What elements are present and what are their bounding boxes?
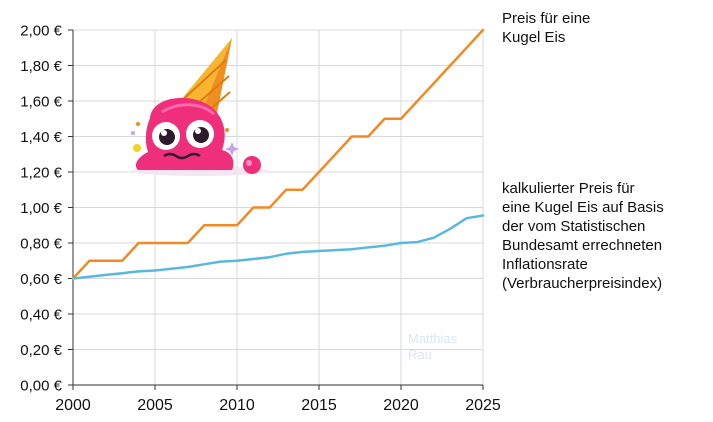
- y-tick-label: 0,00 €: [20, 378, 62, 395]
- y-tick-label: 0,20 €: [20, 342, 62, 359]
- y-tick-label: 2,00 €: [20, 23, 62, 40]
- x-tick-label: 2015: [301, 397, 337, 414]
- watermark: Matthias Rau: [408, 331, 458, 362]
- x-tick-label: 2010: [219, 397, 255, 414]
- legend-line: Inflationsrate: [502, 256, 588, 273]
- legend-line: Preis für eine: [502, 10, 591, 27]
- legend-line: Kugel Eis: [502, 29, 566, 46]
- x-axis-tick-labels: 2000 2005 2010 2015 2020 2025: [55, 397, 501, 414]
- y-tick-label: 0,80 €: [20, 236, 62, 253]
- y-axis-tick-labels: 0,00 € 0,20 € 0,40 € 0,60 € 0,80 € 1,00 € 1,20…: [20, 23, 62, 395]
- legend-line: (Verbraucherpreisindex): [502, 275, 663, 292]
- y-tick-label: 0,40 €: [20, 307, 62, 324]
- legend-line: der vom Statistischen: [502, 218, 646, 235]
- series-group: [71, 28, 485, 280]
- y-tick-label: 1,60 €: [20, 94, 62, 111]
- legend-line: Bundesamt errechneten: [502, 237, 663, 254]
- y-tick-label: 0,60 €: [20, 271, 62, 288]
- y-tick-label: 1,80 €: [20, 58, 62, 75]
- y-tick-label: 1,00 €: [20, 200, 62, 217]
- legend-inflation-price: kalkulierter Preis für eine Kugel Eis au…: [502, 179, 707, 293]
- axes: [68, 29, 484, 390]
- series-line-inflation-price: [71, 214, 485, 280]
- melting-ice-cream-icon: [131, 38, 268, 176]
- x-tick-label: 2020: [383, 397, 419, 414]
- legend-line: kalkulierter Preis für: [502, 180, 635, 197]
- x-tick-label: 2005: [137, 397, 173, 414]
- legend-price-ice-cream: Preis für eine Kugel Eis: [502, 9, 702, 47]
- series-line-ice-cream-price: [71, 28, 485, 280]
- x-tick-label: 2025: [465, 397, 501, 414]
- y-tick-label: 1,40 €: [20, 129, 62, 146]
- y-tick-label: 1,20 €: [20, 165, 62, 182]
- x-tick-label: 2000: [55, 397, 91, 414]
- legend-line: eine Kugel Eis auf Basis: [502, 199, 664, 216]
